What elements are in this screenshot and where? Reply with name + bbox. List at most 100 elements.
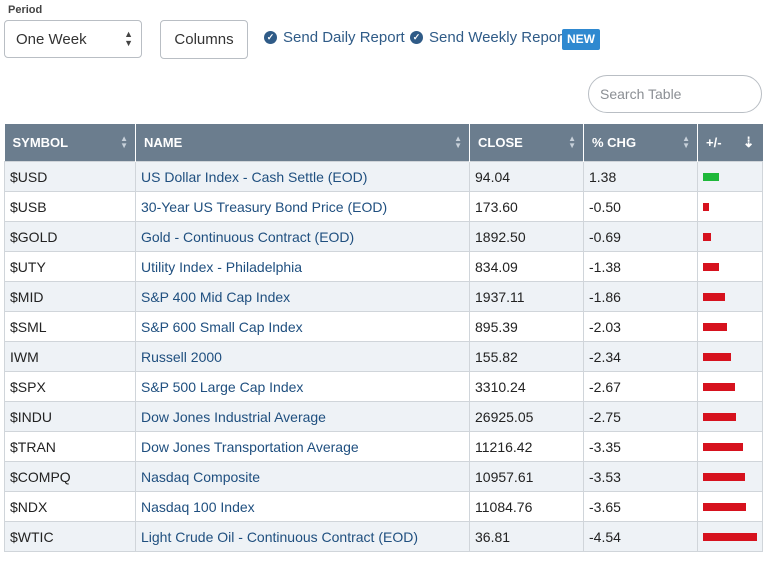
cell-close: 11084.76 <box>469 491 584 522</box>
cell-close: 895.39 <box>469 311 584 342</box>
table-header-row: SYMBOL ▲ ▼ NAME ▲ ▼ CLOSE ▲ ▼ % CHG ▲ ▼ +/- ⇣ <box>4 124 763 162</box>
cell-change-bar <box>697 191 763 222</box>
table-row: $USD US Dollar Index - Cash Settle (EOD) 9… <box>4 161 763 192</box>
performance-table: SYMBOL ▲ ▼ NAME ▲ ▼ CLOSE ▲ ▼ % CHG ▲ ▼ +/- ⇣ $US… <box>4 124 763 552</box>
cell-symbol: IWM <box>4 341 136 372</box>
cell-name[interactable]: Nasdaq 100 Index <box>135 491 470 522</box>
table-row: IWM Russell 2000 155.82 -2.34 <box>4 341 763 372</box>
negative-change-bar <box>703 352 731 361</box>
cell-change-bar <box>697 401 763 432</box>
weekly-report-label: Send Weekly Report <box>429 29 567 46</box>
check-circle-icon: ✓ <box>410 31 423 44</box>
cell-name[interactable]: Russell 2000 <box>135 341 470 372</box>
cell-change-bar <box>697 221 763 252</box>
cell-name[interactable]: Nasdaq Composite <box>135 461 470 492</box>
negative-change-bar <box>703 322 727 331</box>
period-selected-value: One Week <box>16 30 87 48</box>
sort-icon: ▲ ▼ <box>568 134 576 150</box>
negative-change-bar <box>703 262 719 271</box>
cell-name[interactable]: US Dollar Index - Cash Settle (EOD) <box>135 161 470 192</box>
cell-close: 834.09 <box>469 251 584 282</box>
header-chg[interactable]: % CHG ▲ ▼ <box>583 124 698 162</box>
cell-chg: -3.65 <box>583 491 698 522</box>
cell-symbol: $SML <box>4 311 136 342</box>
table-row: $UTY Utility Index - Philadelphia 834.09 -1… <box>4 251 763 282</box>
table-row: $GOLD Gold - Continuous Contract (EOD) 189… <box>4 221 763 252</box>
header-close[interactable]: CLOSE ▲ ▼ <box>469 124 584 162</box>
negative-change-bar <box>703 412 736 421</box>
cell-symbol: $WTIC <box>4 521 136 552</box>
cell-symbol: $GOLD <box>4 221 136 252</box>
table-row: $MID S&P 400 Mid Cap Index 1937.11 -1.86 <box>4 281 763 312</box>
check-circle-icon: ✓ <box>264 31 277 44</box>
cell-close: 11216.42 <box>469 431 584 462</box>
cell-symbol: $TRAN <box>4 431 136 462</box>
cell-name[interactable]: Gold - Continuous Contract (EOD) <box>135 221 470 252</box>
cell-chg: -3.53 <box>583 461 698 492</box>
cell-name[interactable]: 30-Year US Treasury Bond Price (EOD) <box>135 191 470 222</box>
cell-chg: -1.86 <box>583 281 698 312</box>
cell-close: 26925.05 <box>469 401 584 432</box>
cell-name[interactable]: Light Crude Oil - Continuous Contract (E… <box>135 521 470 552</box>
columns-button[interactable]: Columns <box>160 20 248 59</box>
cell-symbol: $USD <box>4 161 136 192</box>
search-input[interactable] <box>588 75 762 113</box>
period-label: Period <box>8 4 43 16</box>
cell-symbol: $SPX <box>4 371 136 402</box>
select-arrows-icon: ▲ ▼ <box>124 29 133 48</box>
sort-descending-icon: ⇣ <box>742 134 755 150</box>
sort-icon: ▲ ▼ <box>454 134 462 150</box>
table-row: $SML S&P 600 Small Cap Index 895.39 -2.03 <box>4 311 763 342</box>
table-row: $SPX S&P 500 Large Cap Index 3310.24 -2.67 <box>4 371 763 402</box>
table-row: $WTIC Light Crude Oil - Continuous Contra… <box>4 521 763 552</box>
cell-chg: -1.38 <box>583 251 698 282</box>
cell-chg: -4.54 <box>583 521 698 552</box>
table-row: $NDX Nasdaq 100 Index 11084.76 -3.65 <box>4 491 763 522</box>
cell-close: 173.60 <box>469 191 584 222</box>
negative-change-bar <box>703 292 725 301</box>
cell-name[interactable]: Utility Index - Philadelphia <box>135 251 470 282</box>
cell-symbol: $USB <box>4 191 136 222</box>
cell-change-bar <box>697 281 763 312</box>
cell-chg: -0.50 <box>583 191 698 222</box>
negative-change-bar <box>703 532 757 541</box>
header-name[interactable]: NAME ▲ ▼ <box>135 124 470 162</box>
cell-close: 36.81 <box>469 521 584 552</box>
header-plus-minus[interactable]: +/- ⇣ <box>697 124 763 162</box>
header-symbol[interactable]: SYMBOL ▲ ▼ <box>4 124 136 162</box>
cell-close: 10957.61 <box>469 461 584 492</box>
cell-close: 1892.50 <box>469 221 584 252</box>
weekly-report-toggle[interactable]: ✓ Send Weekly Report <box>410 29 566 46</box>
negative-change-bar <box>703 502 746 511</box>
cell-change-bar <box>697 341 763 372</box>
cell-change-bar <box>697 431 763 462</box>
cell-chg: -3.35 <box>583 431 698 462</box>
negative-change-bar <box>703 472 745 481</box>
cell-chg: 1.38 <box>583 161 698 192</box>
table-row: $INDU Dow Jones Industrial Average 26925.0… <box>4 401 763 432</box>
cell-name[interactable]: Dow Jones Transportation Average <box>135 431 470 462</box>
cell-chg: -2.34 <box>583 341 698 372</box>
daily-report-toggle[interactable]: ✓ Send Daily Report <box>264 29 405 46</box>
negative-change-bar <box>703 382 735 391</box>
cell-chg: -0.69 <box>583 221 698 252</box>
table-row: $COMPQ Nasdaq Composite 10957.61 -3.53 <box>4 461 763 492</box>
cell-change-bar <box>697 371 763 402</box>
cell-chg: -2.03 <box>583 311 698 342</box>
cell-change-bar <box>697 491 763 522</box>
cell-chg: -2.67 <box>583 371 698 402</box>
cell-name[interactable]: S&P 400 Mid Cap Index <box>135 281 470 312</box>
cell-name[interactable]: S&P 500 Large Cap Index <box>135 371 470 402</box>
daily-report-label: Send Daily Report <box>283 29 405 46</box>
negative-change-bar <box>703 442 743 451</box>
cell-name[interactable]: S&P 600 Small Cap Index <box>135 311 470 342</box>
cell-change-bar <box>697 161 763 192</box>
cell-name[interactable]: Dow Jones Industrial Average <box>135 401 470 432</box>
cell-symbol: $COMPQ <box>4 461 136 492</box>
cell-close: 3310.24 <box>469 371 584 402</box>
positive-change-bar <box>703 172 719 181</box>
cell-close: 94.04 <box>469 161 584 192</box>
period-select[interactable]: One Week ▲ ▼ <box>4 20 142 58</box>
new-badge: NEW <box>562 29 600 50</box>
sort-icon: ▲ ▼ <box>120 134 128 150</box>
